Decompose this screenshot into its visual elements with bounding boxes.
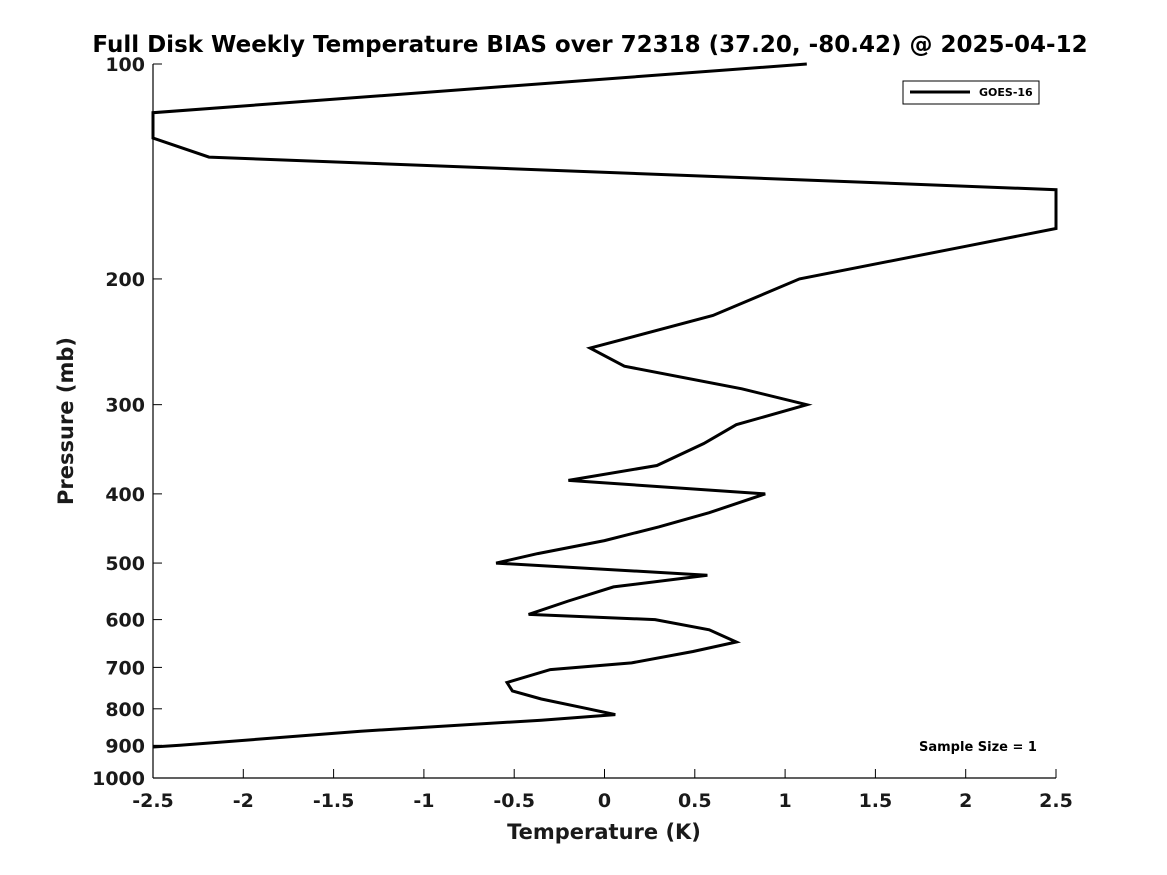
sample-size-annotation: Sample Size = 1: [919, 740, 1037, 755]
y-tick-label: 500: [105, 553, 145, 575]
x-tick-label: 1.5: [859, 790, 893, 812]
x-tick-label: 2.5: [1039, 790, 1073, 812]
series-line-goes-16: [151, 62, 1058, 749]
y-tick-label: 100: [105, 54, 145, 76]
x-axis-label: Temperature (K): [507, 820, 701, 844]
legend-box: [902, 80, 1040, 105]
y-tick-label: 900: [105, 735, 145, 757]
x-tick-label: 0: [598, 790, 611, 812]
y-tick-label: 200: [105, 269, 145, 291]
y-tick-label: 600: [105, 610, 145, 632]
y-tick-label: 700: [105, 657, 145, 679]
y-axis-ticks: 100 200 300 400 500 600 700 800 900 1000: [92, 54, 162, 790]
y-tick-label: 1000: [92, 768, 145, 790]
y-axis-label: Pressure (mb): [54, 337, 78, 505]
x-axis-ticks: -2.5 -2 -1.5 -1 -0.5 0 0.5 1 1.5 2 2.5: [132, 769, 1073, 812]
x-tick-label: -0.5: [493, 790, 535, 812]
legend-label: GOES-16: [979, 86, 1033, 99]
x-tick-label: -1: [413, 790, 434, 812]
series-group: [151, 62, 1058, 749]
x-tick-label: 0.5: [678, 790, 712, 812]
x-tick-label: -2.5: [132, 790, 174, 812]
chart-title: Full Disk Weekly Temperature BIAS over 7…: [92, 32, 1087, 58]
y-tick-label: 400: [105, 484, 145, 506]
legend: GOES-16: [902, 80, 1040, 105]
y-tick-label: 300: [105, 395, 145, 417]
x-tick-label: 2: [959, 790, 972, 812]
x-tick-label: -1.5: [313, 790, 355, 812]
y-tick-label: 800: [105, 699, 145, 721]
x-tick-label: -2: [233, 790, 254, 812]
x-tick-label: 1: [778, 790, 791, 812]
